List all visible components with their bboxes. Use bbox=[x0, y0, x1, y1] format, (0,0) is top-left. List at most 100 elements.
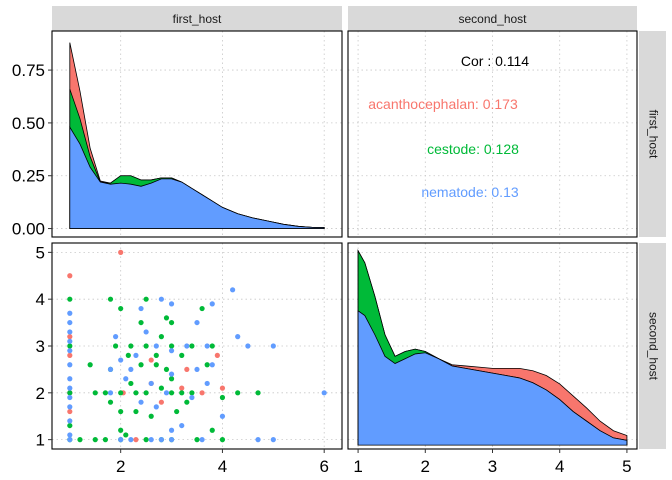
strip-right-first-host-label: first_host bbox=[646, 110, 660, 159]
scatter-point-nematode bbox=[153, 404, 159, 410]
scatter-point-nematode bbox=[148, 437, 154, 443]
scatter-point-acanthocephalan bbox=[199, 390, 205, 396]
x-tick-label-second-host: 3 bbox=[488, 457, 497, 476]
y-tick-label-scatter: 4 bbox=[36, 290, 45, 309]
scatter-point-cestode bbox=[168, 390, 175, 396]
scatter-point-nematode bbox=[138, 399, 144, 405]
y-tick-label-density: 0.75 bbox=[12, 61, 45, 80]
strip-top-first-host-label: first_host bbox=[173, 12, 222, 26]
strip-top-second-host-label: second_host bbox=[458, 12, 527, 26]
scatter-point-nematode bbox=[179, 422, 185, 429]
scatter-point-cestode bbox=[77, 437, 83, 443]
y-tick-label-density: 0.00 bbox=[12, 220, 45, 239]
scatter-point-cestode bbox=[219, 394, 226, 401]
scatter-point-acanthocephalan bbox=[67, 408, 73, 415]
scatter-point-cestode bbox=[153, 352, 159, 358]
strip-right-second-host-label: second_host bbox=[646, 312, 660, 381]
scatter-point-nematode bbox=[245, 343, 251, 349]
x-tick-label-second-host: 5 bbox=[622, 457, 631, 476]
x-tick-label-second-host: 4 bbox=[555, 457, 564, 476]
scatter-point-nematode bbox=[118, 437, 124, 443]
scatter-point-cestode bbox=[143, 390, 149, 396]
scatter-point-cestode bbox=[87, 362, 93, 368]
scatter-point-cestode bbox=[179, 352, 185, 358]
x-axis-scatter: 2 4 6 bbox=[116, 449, 329, 476]
scatter-point-nematode bbox=[270, 343, 276, 349]
x-tick-label-scatter: 4 bbox=[218, 457, 227, 476]
scatter-point-nematode bbox=[143, 329, 149, 335]
scatter-point-nematode bbox=[128, 366, 134, 373]
strip-right-first-host bbox=[639, 31, 666, 237]
scatter-point-cestode bbox=[128, 380, 134, 387]
scatter-point-nematode bbox=[158, 296, 164, 302]
scatter-point-nematode bbox=[199, 437, 205, 443]
scatter-point-nematode bbox=[219, 413, 226, 419]
scatter-points bbox=[67, 249, 327, 443]
panel-first-host-density bbox=[51, 30, 343, 238]
scatter-point-cestode bbox=[163, 366, 170, 373]
scatter-point-nematode bbox=[230, 287, 236, 293]
scatter-point-nematode bbox=[168, 348, 175, 354]
panel-second-host-density bbox=[347, 242, 638, 450]
scatter-point-cestode bbox=[235, 390, 241, 396]
cor-total-label: Cor : 0.114 bbox=[461, 53, 529, 69]
scatter-point-cestode bbox=[143, 437, 149, 443]
strip-top-first-host bbox=[52, 6, 342, 31]
panel-border-first-host-density bbox=[51, 30, 343, 238]
strip-right-second-host bbox=[639, 243, 666, 449]
scatter-point-nematode bbox=[118, 357, 124, 363]
strip-top-second-host bbox=[348, 6, 637, 31]
scatter-point-cestode bbox=[163, 315, 170, 321]
scatter-point-cestode bbox=[67, 390, 73, 396]
scatter-point-cestode bbox=[148, 413, 154, 419]
scatter-point-nematode bbox=[133, 352, 139, 358]
scatter-point-cestode bbox=[168, 376, 175, 382]
scatter-point-cestode bbox=[199, 305, 205, 312]
scatter-point-acanthocephalan bbox=[67, 334, 73, 340]
y-tick-label-density: 0.50 bbox=[12, 114, 45, 133]
cor-acanthocephalan-label: acanthocephalan: 0.173 bbox=[368, 96, 518, 112]
scatter-point-cestode bbox=[143, 296, 149, 302]
scatter-point-nematode bbox=[67, 362, 73, 368]
scatter-point-cestode bbox=[143, 343, 149, 349]
grid-correlation bbox=[348, 31, 637, 237]
scatter-point-nematode bbox=[67, 376, 73, 382]
density-area-nematode bbox=[357, 309, 628, 446]
cor-nematode-label: nematode: 0.13 bbox=[421, 184, 519, 200]
scatter-point-cestode bbox=[179, 390, 185, 396]
scatter-point-nematode bbox=[67, 418, 73, 424]
scatter-point-acanthocephalan bbox=[158, 399, 164, 405]
facet-strips: first_host second_host first_host second… bbox=[52, 6, 666, 449]
y-axis-first-host-density: 0.00 0.25 0.50 0.75 bbox=[12, 61, 52, 239]
scatter-point-nematode bbox=[67, 348, 73, 354]
scatter-point-cestode bbox=[153, 362, 159, 368]
scatter-point-cestode bbox=[189, 343, 195, 349]
scatter-point-nematode bbox=[168, 301, 175, 307]
scatter-point-nematode bbox=[128, 437, 134, 443]
scatter-point-nematode bbox=[148, 380, 154, 387]
x-axis-second-host-density: 1 2 3 4 5 bbox=[353, 449, 632, 476]
scatter-point-acanthocephalan bbox=[67, 273, 73, 279]
scatter-point-nematode bbox=[67, 329, 73, 335]
scatter-point-cestode bbox=[158, 385, 164, 391]
scatter-point-nematode bbox=[123, 376, 129, 382]
scatter-point-acanthocephalan bbox=[148, 357, 154, 363]
scatter-point-cestode bbox=[168, 343, 175, 349]
x-tick-label-scatter: 6 bbox=[319, 457, 328, 476]
scatter-point-acanthocephalan bbox=[133, 437, 139, 443]
scatter-point-nematode bbox=[107, 390, 114, 396]
scatter-point-cestode bbox=[138, 319, 144, 326]
y-axis-scatter: 1 2 3 4 5 bbox=[36, 243, 52, 450]
scatter-point-cestode bbox=[123, 432, 129, 438]
panel-scatter bbox=[51, 242, 343, 450]
scatter-point-cestode bbox=[118, 305, 124, 312]
scatter-point-nematode bbox=[158, 437, 164, 443]
scatter-point-acanthocephalan bbox=[67, 352, 73, 358]
scatter-point-nematode bbox=[204, 343, 210, 349]
scatter-point-cestode bbox=[102, 390, 109, 396]
scatter-point-nematode bbox=[67, 319, 73, 326]
y-tick-label-density: 0.25 bbox=[12, 167, 45, 186]
scatter-point-nematode bbox=[67, 338, 73, 344]
scatter-point-cestode bbox=[204, 362, 210, 368]
